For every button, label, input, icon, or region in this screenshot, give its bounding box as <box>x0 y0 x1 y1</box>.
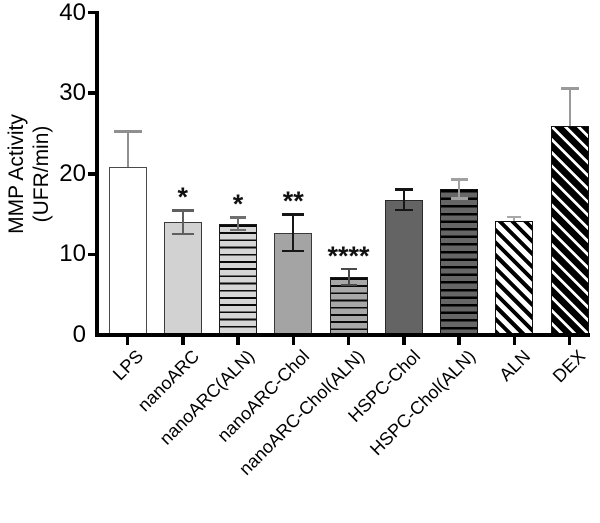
y-axis-tick <box>88 10 95 15</box>
error-bar-line <box>513 216 516 221</box>
error-bar-cap-top <box>171 209 194 212</box>
error-bar-line <box>347 268 350 286</box>
x-axis-tick <box>457 337 461 345</box>
error-bar-cap-top <box>340 267 357 271</box>
significance-stars: ** <box>282 186 304 217</box>
x-axis-tick <box>346 337 351 345</box>
x-axis-tick <box>236 337 240 345</box>
y-axis-tick <box>88 252 95 257</box>
error-bar-cap-bottom <box>171 232 194 236</box>
y-axis-line <box>95 11 99 337</box>
error-bar-line <box>568 88 571 127</box>
error-bar-cap-top <box>394 188 413 191</box>
x-tick-label: ALN <box>495 346 535 385</box>
error-bar-line <box>126 131 129 168</box>
error-bar-cap-bottom <box>394 208 413 212</box>
error-bar-cap-top <box>230 216 246 219</box>
significance-stars: **** <box>327 240 370 271</box>
y-tick-label: 10 <box>59 240 86 268</box>
error-bar-line <box>402 189 405 211</box>
y-axis-tick <box>88 91 95 95</box>
error-bar-line <box>181 210 184 235</box>
x-axis-tick <box>125 337 130 345</box>
x-tick-label: LPS <box>109 346 148 385</box>
error-bar-line <box>458 179 460 199</box>
error-bar-cap-bottom <box>282 249 305 253</box>
error-bar-cap-top <box>560 87 579 90</box>
bar-hspc-chol-aln- <box>440 189 478 336</box>
x-tick-label: DEX <box>549 346 590 387</box>
error-bar-cap-bottom <box>230 228 246 232</box>
x-axis-tick <box>402 337 406 345</box>
x-axis-tick <box>567 337 572 345</box>
error-bar-cap-top <box>450 178 468 181</box>
error-bar-cap-top <box>507 215 522 219</box>
bar-nanoarc-aln- <box>219 223 257 336</box>
x-axis-line <box>95 333 590 337</box>
error-bar-cap-top <box>282 213 305 216</box>
x-axis-tick <box>181 337 185 345</box>
y-tick-label: 40 <box>59 0 86 26</box>
bar-nanoarc <box>163 222 202 336</box>
significance-stars: * <box>177 182 188 213</box>
error-bar-line <box>237 217 239 231</box>
bar-hspc-chol <box>384 199 423 336</box>
y-tick-label: 0 <box>72 321 86 348</box>
significance-stars: * <box>232 189 244 220</box>
y-tick-label: 30 <box>59 79 86 107</box>
y-tick-label: 20 <box>59 159 86 187</box>
bar-lps <box>108 167 147 336</box>
x-axis-tick <box>291 337 295 345</box>
error-bar-cap-bottom <box>340 283 357 287</box>
error-bar-line <box>292 214 295 252</box>
x-tick-label: HSPC-Chol(ALN) <box>365 346 480 460</box>
bar-dex <box>550 126 589 336</box>
bar-aln <box>495 220 534 336</box>
error-bar-cap-bottom <box>450 197 468 200</box>
error-bar-cap-top <box>113 130 142 133</box>
x-axis-tick <box>512 337 516 345</box>
y-axis-tick <box>88 172 95 176</box>
x-tick-label: nanoARC(ALN) <box>155 346 259 449</box>
